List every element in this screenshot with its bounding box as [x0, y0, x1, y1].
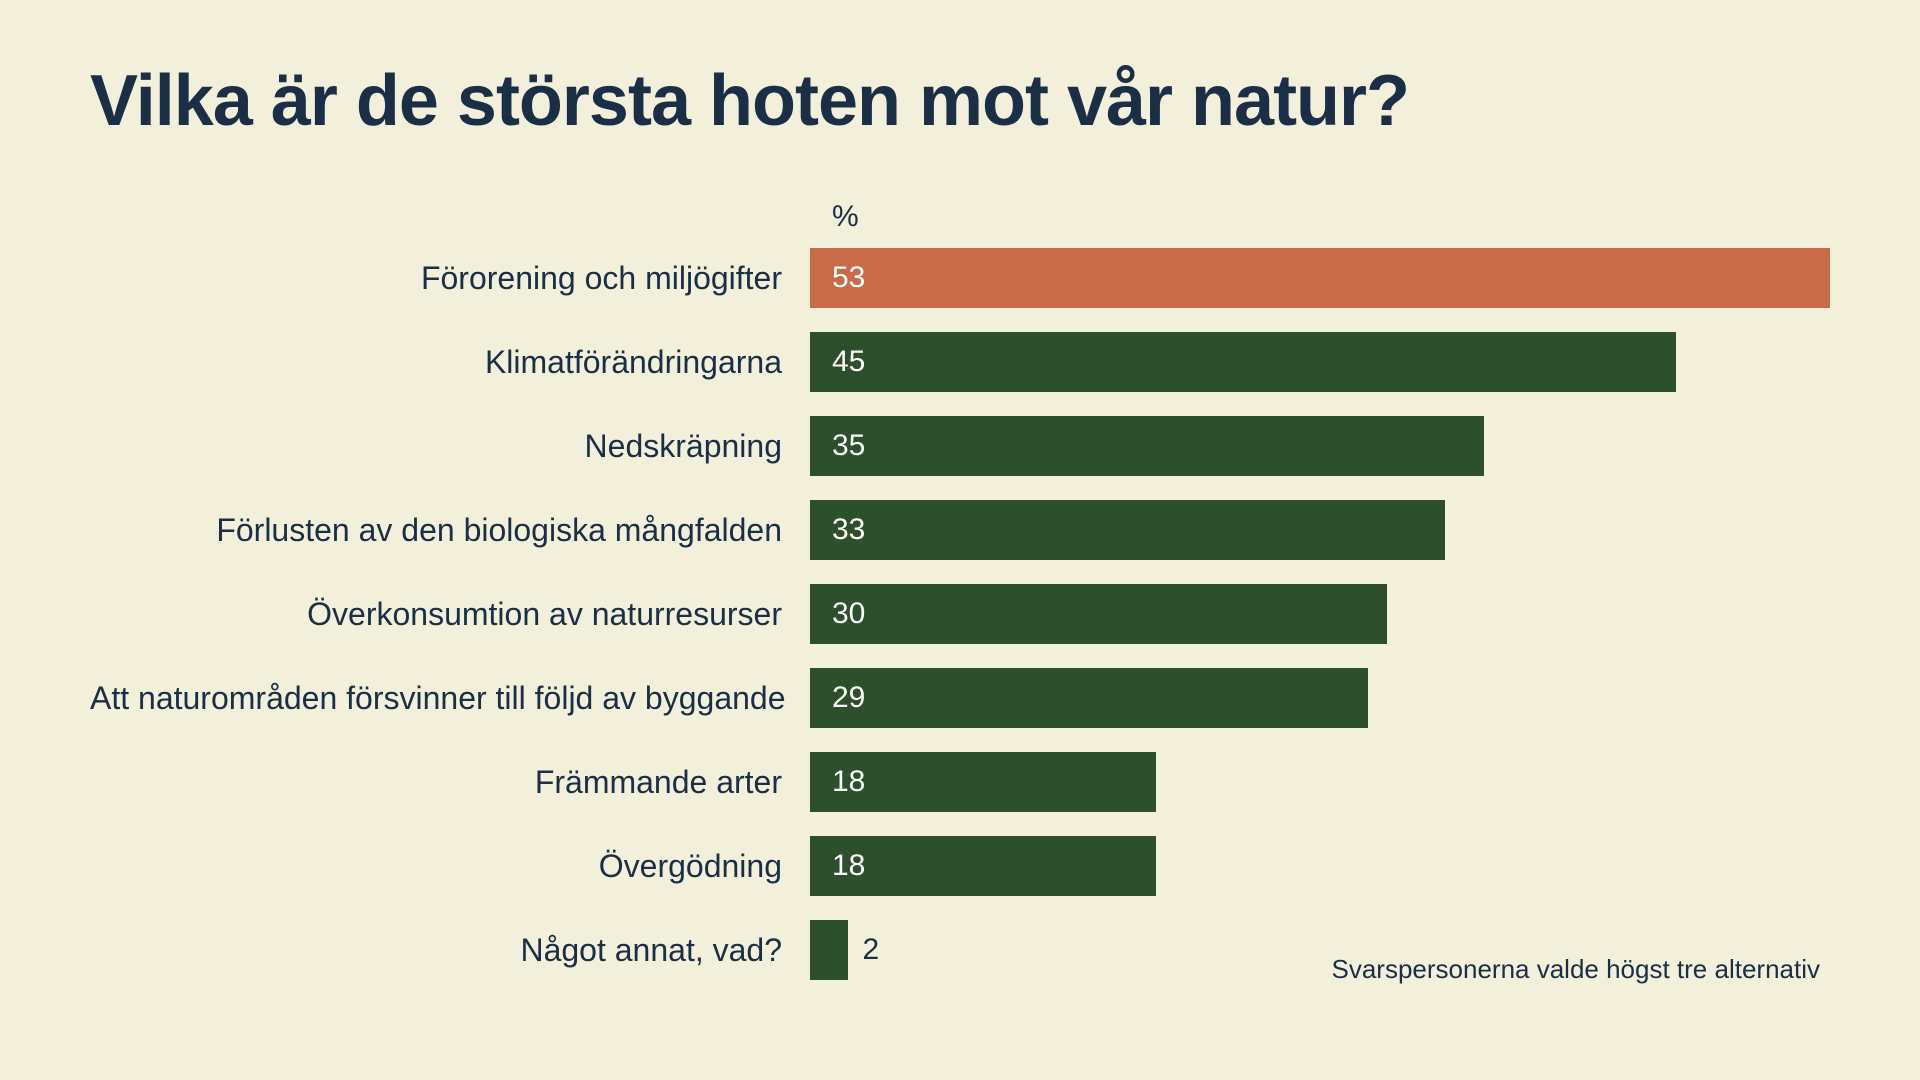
- bar: 30: [810, 584, 1387, 644]
- bar-value: 18: [810, 765, 865, 799]
- bar: 18: [810, 752, 1156, 812]
- bar: 18: [810, 836, 1156, 896]
- bar-area: 35: [810, 416, 1830, 476]
- bar-row: Att naturområden försvinner till följd a…: [90, 668, 1830, 728]
- chart-title: Vilka är de största hoten mot vår natur?: [90, 60, 1409, 142]
- category-label: Att naturområden försvinner till följd a…: [90, 680, 810, 717]
- category-label: Nedskräpning: [90, 428, 810, 465]
- bar-row: Främmande arter18: [90, 752, 1830, 812]
- bar-area: 45: [810, 332, 1830, 392]
- bar: 45: [810, 332, 1676, 392]
- bar-chart: % Förorening och miljögifter53Klimatförä…: [90, 210, 1830, 1004]
- bar-area: 33: [810, 500, 1830, 560]
- bar-area: 53: [810, 248, 1830, 308]
- chart-footnote: Svarspersonerna valde högst tre alternat…: [1332, 954, 1821, 985]
- bar-value: 35: [810, 429, 865, 463]
- bar-value: 30: [810, 597, 865, 631]
- bar-value: 2: [848, 933, 879, 967]
- bar-area: 29: [810, 668, 1830, 728]
- bar-row: Överkonsumtion av naturresurser30: [90, 584, 1830, 644]
- bar: 53: [810, 248, 1830, 308]
- category-label: Överkonsumtion av naturresurser: [90, 596, 810, 633]
- bar-value: 18: [810, 849, 865, 883]
- bar-value: 53: [810, 261, 865, 295]
- category-label: Främmande arter: [90, 764, 810, 801]
- bar: 29: [810, 668, 1368, 728]
- axis-label-percent: %: [832, 200, 859, 234]
- bar: 33: [810, 500, 1445, 560]
- bar-area: 18: [810, 836, 1830, 896]
- category-label: Klimatförändringarna: [90, 344, 810, 381]
- bar-row: Förorening och miljögifter53: [90, 248, 1830, 308]
- bar-row: Nedskräpning35: [90, 416, 1830, 476]
- bar-value: 29: [810, 681, 865, 715]
- bar-area: 18: [810, 752, 1830, 812]
- bar-value: 45: [810, 345, 865, 379]
- category-label: Förlusten av den biologiska mångfalden: [90, 512, 810, 549]
- category-label: Något annat, vad?: [90, 932, 810, 969]
- category-label: Förorening och miljögifter: [90, 260, 810, 297]
- bar-row: Klimatförändringarna45: [90, 332, 1830, 392]
- bar-area: 30: [810, 584, 1830, 644]
- category-label: Övergödning: [90, 848, 810, 885]
- bar-value: 33: [810, 513, 865, 547]
- bar: 35: [810, 416, 1484, 476]
- bar-row: Övergödning18: [90, 836, 1830, 896]
- bar: [810, 920, 848, 980]
- bar-row: Förlusten av den biologiska mångfalden33: [90, 500, 1830, 560]
